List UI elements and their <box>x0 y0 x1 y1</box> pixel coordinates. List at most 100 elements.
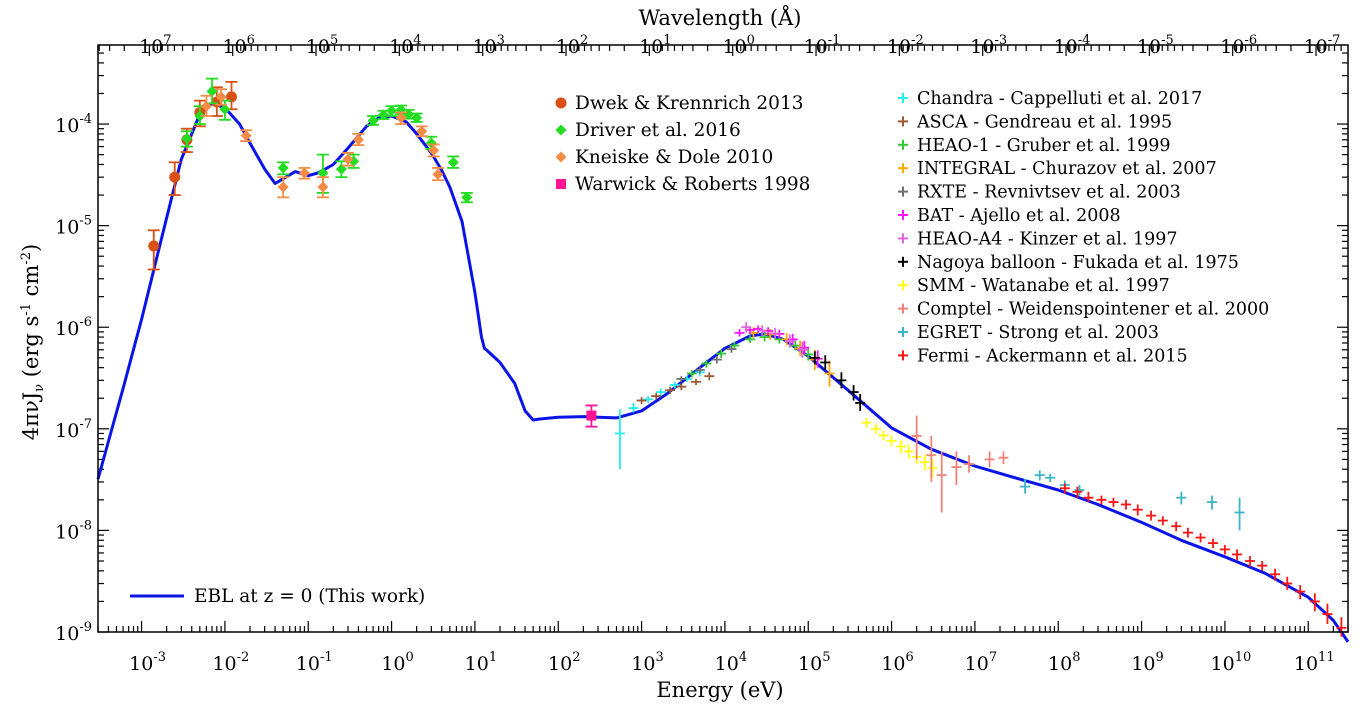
legend-label: HEAO-1 - Gruber et al. 1999 <box>917 136 1171 156</box>
legend-label: RXTE - Revnivtsev et al. 2003 <box>917 183 1181 203</box>
legend-label: EGRET - Strong et al. 2003 <box>917 323 1159 343</box>
legend-item: Chandra - Cappelluti et al. 2017 <box>898 89 1202 109</box>
data-point <box>757 325 768 336</box>
y-axis-title-units-cm: cm <box>19 265 43 303</box>
data-point <box>726 345 737 353</box>
y-axis-title-subscript: ν <box>32 384 47 392</box>
data-point <box>734 329 745 337</box>
data-point <box>1309 593 1320 612</box>
legend-item: Kneiske & Dole 2010 <box>555 147 773 168</box>
y-tick-label: 10-7 <box>55 417 92 442</box>
x-tick-label: 101 <box>465 650 497 675</box>
data-point <box>704 372 715 381</box>
data-point <box>342 152 354 167</box>
marker-diamond <box>194 110 206 122</box>
legend-label: ASCA - Gendreau et al. 1995 <box>916 112 1172 132</box>
x-tick-label: 103 <box>631 650 663 675</box>
data-point <box>741 322 752 333</box>
legend-item: Nagoya balloon - Fukada et al. 1975 <box>898 253 1239 273</box>
marker-diamond <box>352 134 364 146</box>
data-point <box>1195 533 1206 543</box>
marker-diamond <box>432 168 444 180</box>
data-point <box>744 335 755 343</box>
data-point <box>870 423 881 434</box>
series-warwick-roberts-1998 <box>585 404 598 428</box>
top-tick-label: 102 <box>556 33 588 58</box>
top-tick-label: 105 <box>306 33 338 58</box>
marker-diamond <box>461 191 473 203</box>
y-axis-title: 4πνJν (erg s-1 cm-2) <box>19 244 47 440</box>
data-point <box>998 451 1009 465</box>
x-tick-label: 10-1 <box>296 650 333 675</box>
data-point <box>911 415 922 460</box>
data-point <box>367 115 380 127</box>
series-kneiske-dole-2010 <box>200 88 444 199</box>
marker-square <box>586 410 597 421</box>
data-point <box>694 366 705 374</box>
data-point <box>352 132 365 147</box>
series-heao-a4-kinzer-et-al-1997 <box>741 322 808 358</box>
data-point <box>225 80 238 111</box>
legend-item: Comptel - Weidenspointener et al. 2000 <box>898 300 1269 320</box>
legend-label: Nagoya balloon - Fukada et al. 1975 <box>917 253 1239 273</box>
legend-item: Dwek & Krennrich 2013 <box>555 93 804 114</box>
top-tick-label: 103 <box>472 33 504 58</box>
data-point <box>926 435 937 482</box>
data-point <box>855 394 866 411</box>
data-point <box>1045 473 1056 482</box>
legend-label: HEAO-A4 - Kinzer et al. 1997 <box>917 229 1177 249</box>
data-point <box>447 155 460 169</box>
marker-diamond <box>181 133 193 145</box>
legend-item-model: EBL at z = 0 (This work) <box>130 586 425 607</box>
data-point <box>240 129 253 142</box>
series-integral-churazov-et-al-2007 <box>748 327 835 387</box>
marker-diamond <box>403 108 415 120</box>
data-point <box>820 355 831 370</box>
data-point <box>903 444 914 459</box>
marker-diamond <box>277 181 289 193</box>
legend-label: Kneiske & Dole 2010 <box>575 147 773 168</box>
data-point <box>1034 470 1045 481</box>
marker-diamond <box>200 100 212 112</box>
series-smm-watanabe-et-al-1997 <box>861 417 938 478</box>
data-point <box>1244 555 1255 567</box>
data-point <box>335 160 348 179</box>
top-tick-label: 101 <box>639 33 671 58</box>
marker-circle <box>148 240 160 252</box>
data-point <box>385 105 398 117</box>
marker-diamond <box>240 130 252 142</box>
x-tick-label: 10-3 <box>129 650 166 675</box>
series-bat-ajello-et-al-2008 <box>734 325 823 368</box>
data-point <box>377 109 390 121</box>
data-point <box>964 455 975 473</box>
legend-label: SMM - Watanabe et al. 1997 <box>917 276 1170 296</box>
data-point <box>1146 510 1157 521</box>
data-point <box>691 378 702 385</box>
data-point <box>427 143 440 158</box>
data-point <box>927 459 938 478</box>
marker-diamond <box>416 125 428 137</box>
data-point <box>669 381 680 389</box>
legend-label: Driver et al. 2016 <box>575 120 741 141</box>
data-point <box>298 167 311 180</box>
data-point <box>759 332 770 342</box>
legend-item: EGRET - Strong et al. 2003 <box>898 323 1159 343</box>
data-point <box>1282 576 1293 590</box>
legend-item: RXTE - Revnivtsev et al. 2003 <box>898 183 1181 203</box>
data-point <box>1322 603 1333 624</box>
marker-diamond <box>377 109 389 121</box>
data-point <box>1171 521 1182 532</box>
marker-circle <box>226 91 238 103</box>
legend-marker <box>556 179 566 189</box>
data-point <box>655 388 666 397</box>
data-point <box>147 229 160 271</box>
legend-item: HEAO-1 - Gruber et al. 1999 <box>898 136 1171 156</box>
data-point <box>636 397 647 405</box>
x-tick-label: 107 <box>965 650 997 675</box>
marker-diamond <box>206 85 218 97</box>
data-point <box>676 376 687 382</box>
data-point <box>1232 549 1243 561</box>
data-point <box>1336 617 1347 637</box>
